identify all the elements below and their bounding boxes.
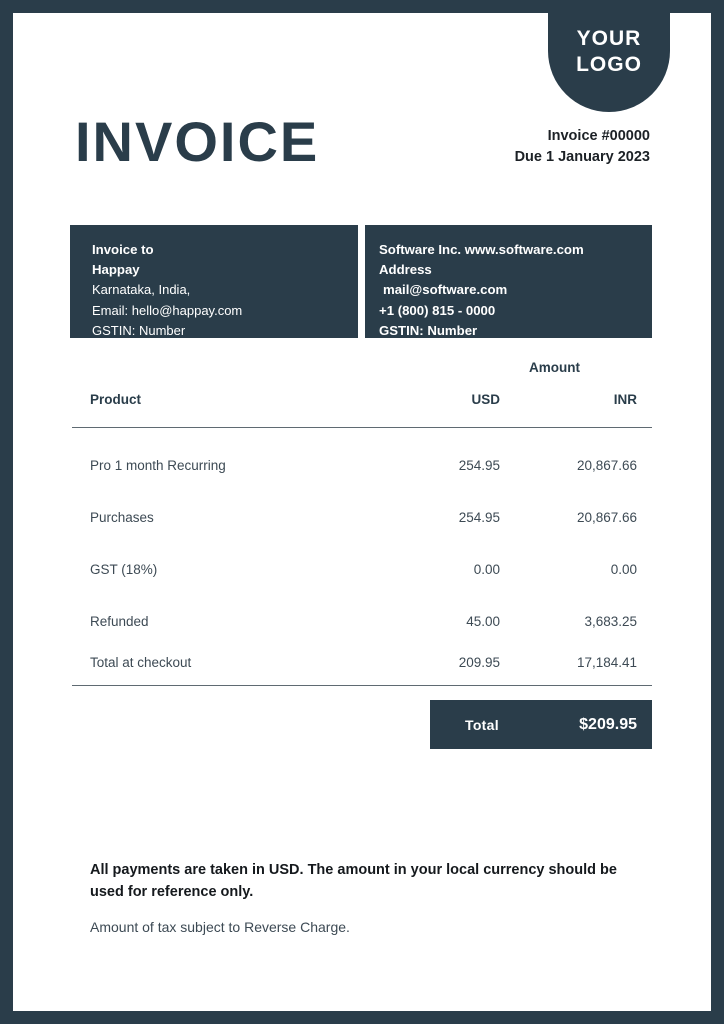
table-column-headers: Product USD INR xyxy=(72,390,652,410)
logo-text-line1: YOUR xyxy=(576,27,642,50)
table-row: Purchases 254.95 20,867.66 xyxy=(72,491,652,543)
invoice-page: INVOICE Invoice #00000 Due 1 January 202… xyxy=(13,13,711,1011)
table-row: GST (18%) 0.00 0.00 xyxy=(72,543,652,595)
total-summary: Total $209.95 xyxy=(430,700,652,749)
table-row: Total at checkout 209.95 17,184.41 xyxy=(72,647,652,677)
customer-name: Happay xyxy=(92,262,140,278)
page-title: INVOICE xyxy=(75,110,320,173)
cell-product: Pro 1 month Recurring xyxy=(90,457,226,473)
invoice-number: Invoice #00000 xyxy=(547,128,650,144)
company-name-site: Software Inc. www.software.com xyxy=(379,242,584,257)
cell-inr: 3,683.25 xyxy=(584,613,637,629)
invoice-to-label: Invoice to xyxy=(92,242,154,257)
divider-bottom xyxy=(72,685,652,686)
customer-email: Email: hello@happay.com xyxy=(92,302,243,318)
footer-notes: All payments are taken in USD. The amoun… xyxy=(90,859,641,935)
customer-gstin: GSTIN: Number xyxy=(92,322,186,338)
invoice-due-date: Due 1 January 2023 xyxy=(514,149,650,165)
payment-note: All payments are taken in USD. The amoun… xyxy=(90,862,617,900)
cell-product: GST (18%) xyxy=(90,561,158,577)
cell-product: Refunded xyxy=(90,613,149,629)
cell-usd: 45.00 xyxy=(466,613,500,629)
cell-usd: 0.00 xyxy=(473,561,500,577)
invoice-to-box: Invoice to Happay Karnataka, India, Emai… xyxy=(70,225,358,338)
amounts-table: Amount Product USD INR Pro 1 month Recur… xyxy=(72,358,652,686)
logo-text-line2: LOGO xyxy=(576,53,642,76)
company-email: mail@software.com xyxy=(383,282,508,298)
cell-inr: 20,867.66 xyxy=(576,457,637,473)
amount-column-group-header: Amount xyxy=(529,360,580,375)
cell-inr: 0.00 xyxy=(610,561,637,577)
company-address-label: Address xyxy=(379,262,432,278)
table-row: Pro 1 month Recurring 254.95 20,867.66 xyxy=(72,439,652,491)
invoice-meta: Invoice #00000 Due 1 January 2023 xyxy=(515,126,650,171)
divider-top xyxy=(72,427,652,428)
customer-location: Karnataka, India, xyxy=(92,282,191,298)
table-row: Refunded 45.00 3,683.25 xyxy=(72,595,652,647)
cell-usd: 254.95 xyxy=(458,509,500,525)
cell-usd: 254.95 xyxy=(458,457,500,473)
total-label: Total xyxy=(465,716,499,733)
company-phone: +1 (800) 815 - 0000 xyxy=(379,302,496,318)
cell-usd: 209.95 xyxy=(458,654,500,670)
cell-product: Purchases xyxy=(90,509,154,525)
column-header-product: Product xyxy=(90,392,142,407)
logo-badge: YOUR LOGO xyxy=(548,0,670,112)
invoice-header: INVOICE Invoice #00000 Due 1 January 202… xyxy=(75,113,650,171)
cell-inr: 20,867.66 xyxy=(576,509,637,525)
column-header-usd: USD xyxy=(471,392,500,407)
column-header-inr: INR xyxy=(613,392,637,407)
tax-note: Amount of tax subject to Reverse Charge. xyxy=(90,919,350,935)
company-gstin: GSTIN: Number xyxy=(379,322,478,338)
company-box: Software Inc. www.software.com Address m… xyxy=(365,225,652,338)
billing-section: Invoice to Happay Karnataka, India, Emai… xyxy=(70,225,652,338)
total-value: $209.95 xyxy=(579,715,637,733)
table-body: Pro 1 month Recurring 254.95 20,867.66 P… xyxy=(72,428,652,677)
cell-product: Total at checkout xyxy=(90,654,192,670)
cell-inr: 17,184.41 xyxy=(576,654,637,670)
